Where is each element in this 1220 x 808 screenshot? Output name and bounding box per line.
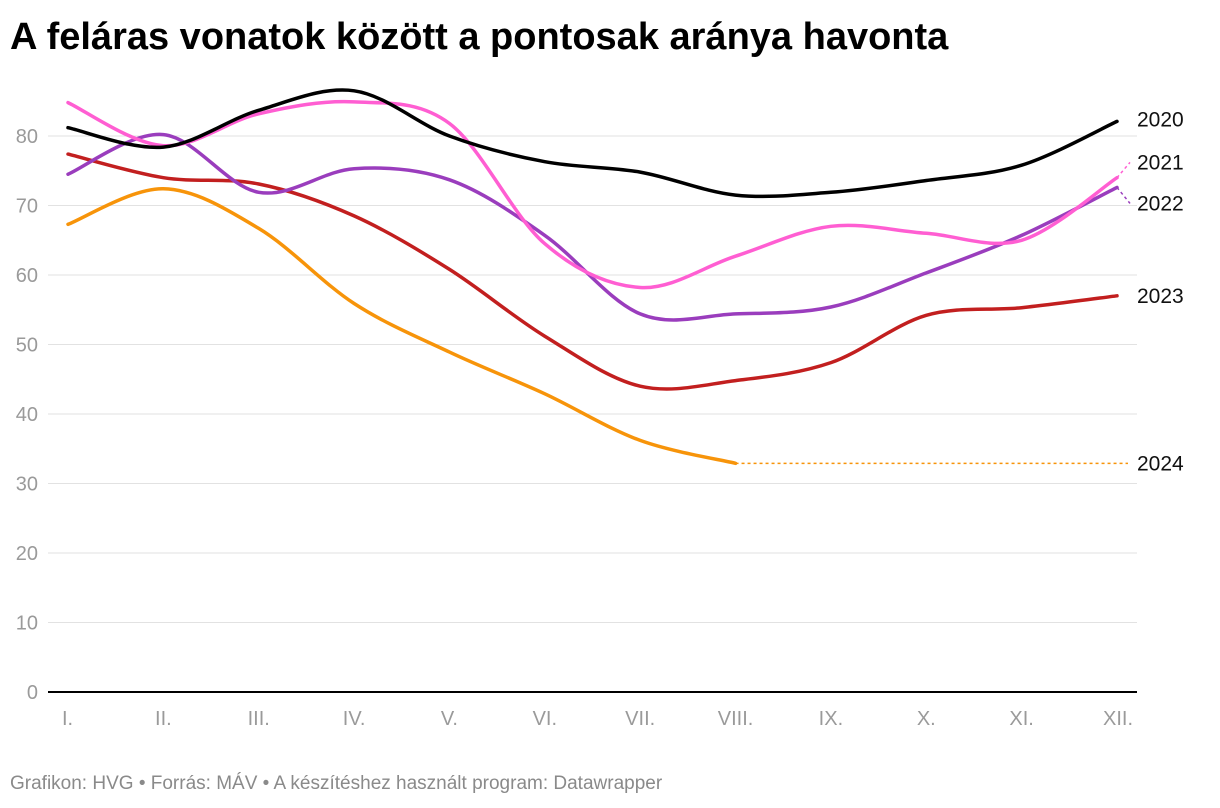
series-line-2023 bbox=[66, 152, 1119, 391]
series-line-2021 bbox=[66, 99, 1119, 290]
x-tick-label: XI. bbox=[1009, 708, 1033, 730]
x-tick-label: VI. bbox=[533, 708, 557, 730]
series-label-2022: 2022 bbox=[1137, 192, 1184, 215]
chart-title: A feláras vonatok között a pontosak arán… bbox=[10, 16, 949, 58]
gridlines bbox=[48, 135, 1137, 623]
y-tick-label-70: 70 bbox=[16, 196, 38, 218]
x-tick-label: I. bbox=[62, 708, 73, 730]
x-tick-label: II. bbox=[155, 708, 172, 730]
y-tick-label-40: 40 bbox=[16, 404, 38, 426]
y-tick-label-80: 80 bbox=[16, 126, 38, 148]
series-label-2021: 2021 bbox=[1137, 151, 1184, 174]
chart-footer: Grafikon: HVG • Forrás: MÁV • A készítés… bbox=[10, 773, 663, 794]
y-tick-label-60: 60 bbox=[16, 265, 38, 287]
series-line-2022 bbox=[66, 132, 1119, 322]
x-tick-label: V. bbox=[441, 708, 458, 730]
series-label-2023: 2023 bbox=[1137, 285, 1184, 308]
series-line-2024 bbox=[66, 187, 738, 466]
y-tick-label-20: 20 bbox=[16, 543, 38, 565]
series-projection-2022 bbox=[1116, 186, 1131, 204]
x-tick-label: IX. bbox=[819, 708, 843, 730]
series-projection-2021 bbox=[1116, 161, 1131, 179]
x-axis-tick-labels: I. II. III. IV. V. VI. VII. VIII. IX. X. XI. XII. bbox=[62, 708, 1133, 730]
x-tick-label: VIII. bbox=[718, 708, 754, 730]
series-line-2020 bbox=[66, 88, 1119, 199]
x-tick-label: IV. bbox=[343, 708, 366, 730]
y-tick-label-50: 50 bbox=[16, 335, 38, 357]
x-tick-label: X. bbox=[917, 708, 936, 730]
x-tick-label: XII. bbox=[1103, 708, 1133, 730]
series-lines bbox=[66, 88, 1131, 466]
series-label-2020: 2020 bbox=[1137, 108, 1184, 131]
y-tick-label-30: 30 bbox=[16, 474, 38, 496]
x-tick-label: VII. bbox=[625, 708, 655, 730]
x-tick-label: III. bbox=[248, 708, 270, 730]
series-end-labels: 2024 2023 2022 2021 2020 bbox=[1137, 108, 1184, 475]
y-axis-tick-labels: 0 10 20 30 40 50 60 70 80 bbox=[16, 126, 38, 704]
series-label-2024: 2024 bbox=[1137, 452, 1184, 475]
y-tick-label-0: 0 bbox=[27, 682, 38, 704]
y-tick-label-10: 10 bbox=[16, 613, 38, 635]
